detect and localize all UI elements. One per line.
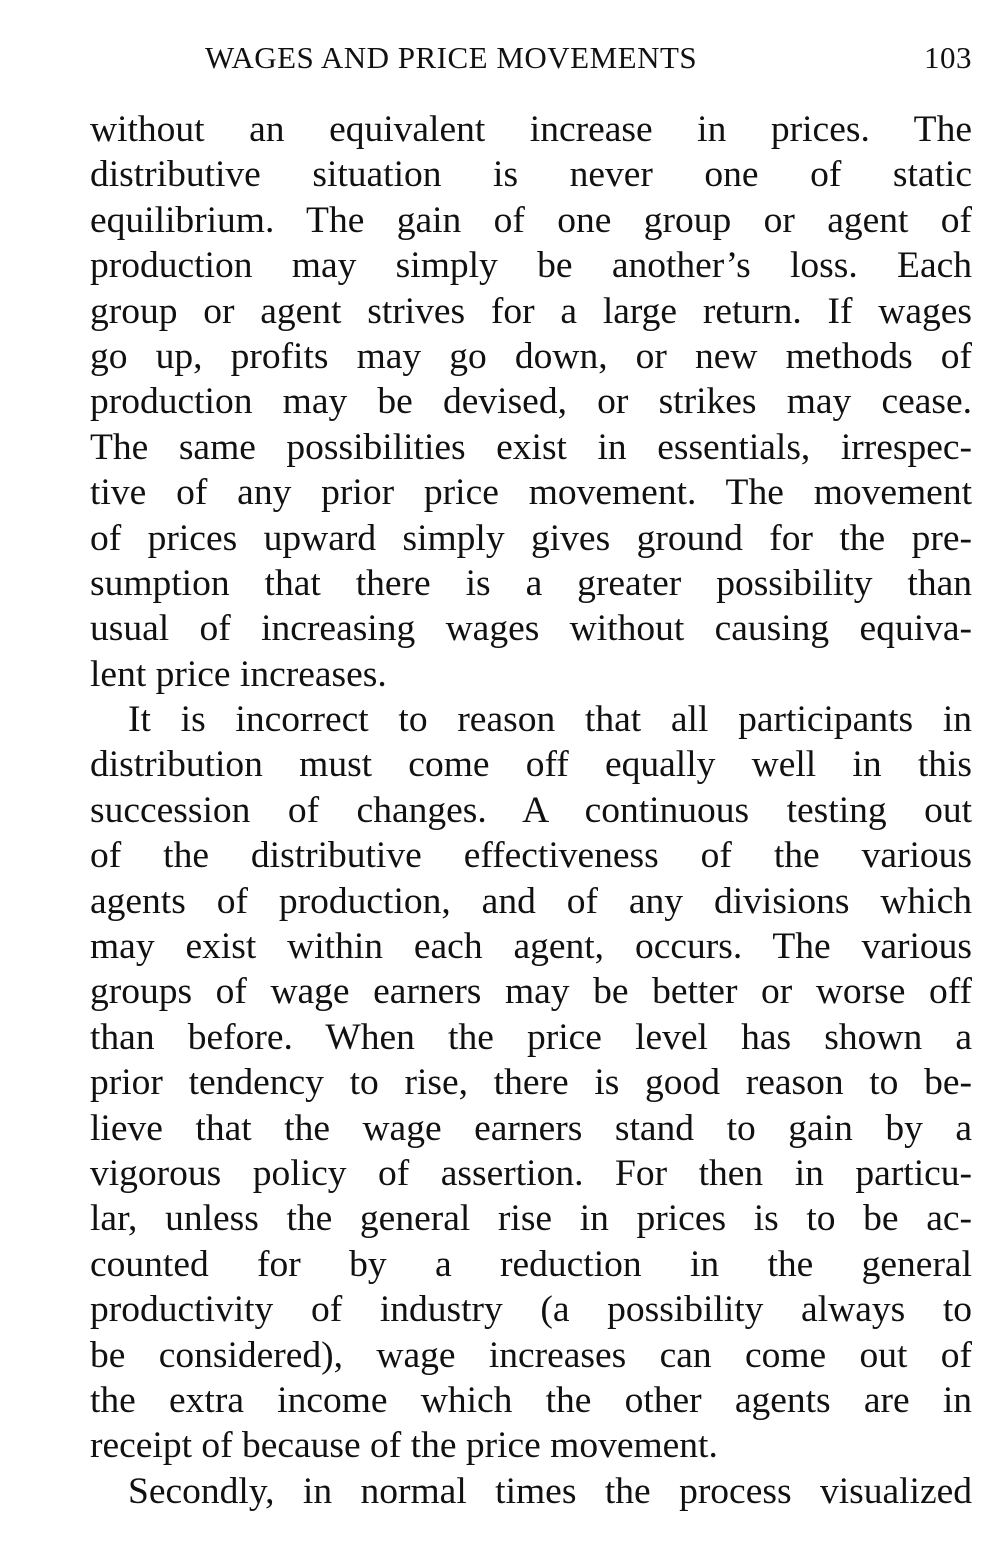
text-line: than before. When the price level has sh… [90,1016,972,1058]
text-line: be considered), wage increases can come … [90,1334,972,1376]
running-header: WAGES AND PRICE MOVEMENTS 103 [205,40,972,84]
text-line: equilibrium. The gain of one group or ag… [90,199,972,241]
text-line: may exist within each agent, occurs. The… [90,926,972,968]
text-line: of prices upward simply gives ground for… [90,517,972,559]
body-text: without an equivalent increase in prices… [90,107,972,1514]
text-line: counted for by a reduction in the genera… [90,1243,972,1285]
text-line: distribution must come off equally well … [90,744,972,786]
text-line: tive of any prior price movement. The mo… [90,472,972,514]
text-line: lar, unless the general rise in prices i… [90,1198,972,1240]
text-line: Secondly, in normal times the process vi… [128,1470,972,1512]
text-line: The same possibilities exist in essentia… [90,426,972,468]
text-line: go up, profits may go down, or new metho… [90,335,972,377]
text-line: production may simply be another’s loss.… [90,245,972,287]
text-line: groups of wage earners may be better or … [90,971,972,1013]
page-number: 103 [924,40,972,75]
text-line: lent price increases. [90,653,387,695]
text-line: prior tendency to rise, there is good re… [90,1062,972,1104]
text-line: of the distributive effectiveness of the… [90,835,972,877]
text-line: productivity of industry (a possibility … [90,1289,972,1331]
text-line: the extra income which the other agents … [90,1379,972,1421]
text-line: sumption that there is a greater possibi… [90,562,972,604]
text-line: distributive situation is never one of s… [90,154,972,196]
running-title: WAGES AND PRICE MOVEMENTS [205,40,698,75]
text-line: agents of production, and of any divisio… [90,880,972,922]
text-line: succession of changes. A continuous test… [90,789,972,831]
text-line: vigorous policy of assertion. For then i… [90,1152,972,1194]
text-line: without an equivalent increase in prices… [90,109,972,150]
text-line: It is incorrect to reason that all parti… [128,699,972,741]
text-line: lieve that the wage earners stand to gai… [90,1107,972,1149]
text-line: usual of increasing wages without causin… [90,608,972,650]
text-line: production may be devised, or strikes ma… [90,381,972,423]
text-line: receipt of because of the price movement… [90,1425,718,1467]
text-line: group or agent strives for a large retur… [90,290,972,332]
